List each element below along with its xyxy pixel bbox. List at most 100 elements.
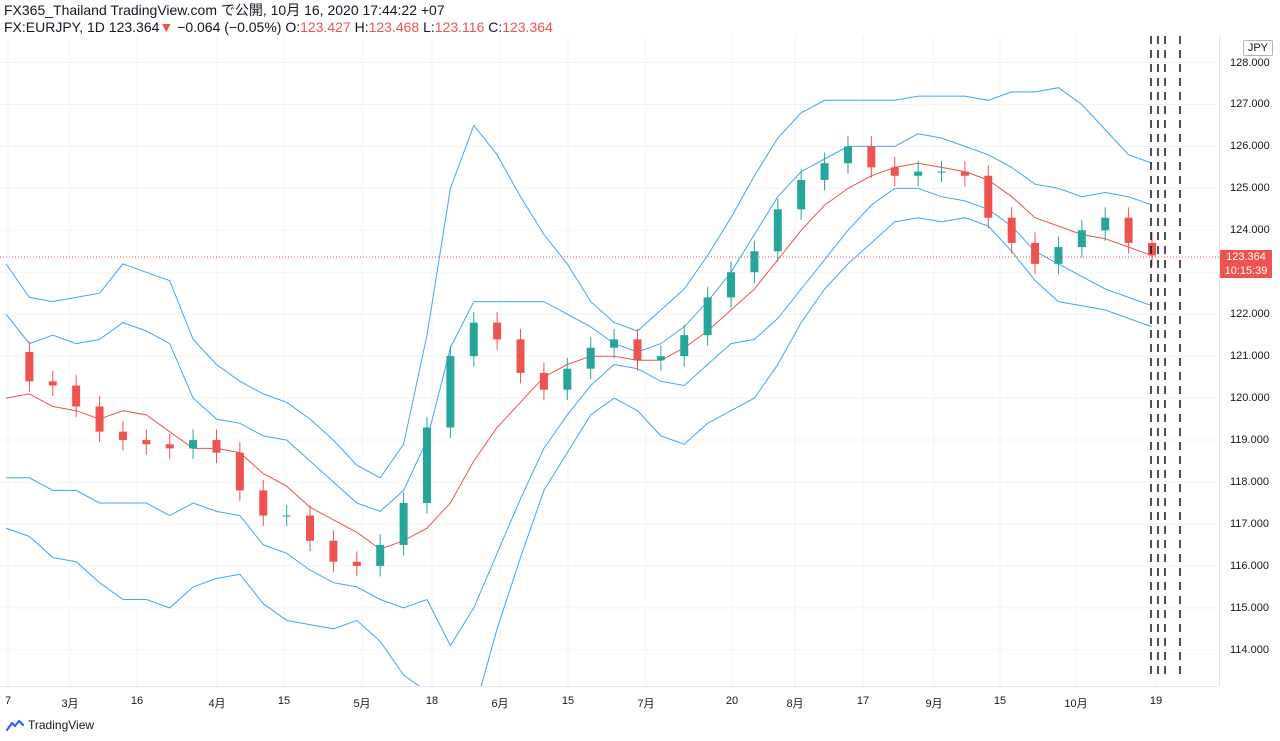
candle-body [399, 502, 408, 545]
candle-body [95, 406, 104, 432]
candle-body [212, 440, 221, 453]
high-label: H: [354, 19, 369, 35]
low-value: 123.116 [434, 19, 485, 35]
price-chart[interactable] [0, 36, 1219, 686]
candle-body [960, 171, 969, 176]
countdown-tag: 10:15:39 [1220, 263, 1272, 278]
time-tick-label: 4月 [208, 698, 226, 710]
time-tick-label: 5月 [353, 698, 371, 710]
upper-band-2 [5, 87, 1153, 479]
publish-info: FX365_Thailand TradingView.com で公開, 10月 … [4, 2, 445, 18]
time-tick-label: 9月 [925, 698, 943, 710]
open-value: 123.427 [300, 19, 351, 35]
price-tick-label: 126.000 [1230, 140, 1270, 153]
time-axis[interactable]: 7 3月 16 4月 15 5月 18 6月 15 7月 20 8月 17 9月 15 10月 19 [0, 686, 1219, 711]
candle-body [142, 440, 151, 445]
candle-body [259, 490, 268, 516]
time-tick-label: 15 [277, 695, 291, 707]
time-tick-label: 3月 [61, 698, 79, 710]
candle-body [750, 251, 759, 273]
candle-body [703, 297, 712, 336]
candle-body [539, 372, 548, 390]
close-label: C: [488, 19, 503, 35]
price-tick-label: 119.000 [1230, 434, 1269, 447]
candle-body [820, 163, 829, 180]
candle-body [867, 146, 876, 168]
candle-body [1031, 242, 1040, 264]
price-tick-label: 122.000 [1230, 308, 1270, 321]
time-tick-label: 19 [1149, 695, 1163, 707]
down-arrow-icon: ▼ [159, 19, 174, 35]
open-label: O: [285, 19, 301, 35]
price-tick-label: 117.000 [1230, 517, 1269, 530]
candle-body [493, 322, 502, 340]
lower-band-2 [5, 217, 1153, 686]
time-tick-label: 16 [130, 695, 144, 707]
candle-body [446, 356, 455, 428]
price-tick-label: 118.000 [1230, 476, 1269, 488]
lower-band-1 [6, 187, 1153, 647]
candle-body [118, 431, 127, 441]
candle-body [773, 209, 782, 252]
price-axis[interactable]: JPY 128.000 127.000 126.000 125.000 124.000 1… [1219, 36, 1280, 686]
price-tick-label: 116.000 [1230, 559, 1269, 572]
candle-body [1124, 217, 1133, 243]
time-tick-label: 10月 [1064, 698, 1088, 710]
candle-body [516, 339, 525, 373]
symbol-label: FX:EURJPY, 1D [4, 19, 105, 35]
price-tick-label: 114.000 [1230, 643, 1269, 656]
candle-body [329, 540, 338, 562]
time-tick-label: 20 [725, 695, 739, 707]
candle-body [797, 179, 806, 210]
candle-body [890, 167, 899, 176]
candle-body [563, 368, 572, 390]
time-tick-label: 6月 [491, 698, 509, 710]
candle-body [727, 272, 736, 298]
candle-body [1148, 242, 1156, 256]
close-value: 123.364 [502, 19, 553, 35]
time-tick-label: 15 [561, 695, 575, 707]
price-tick-label: 120.000 [1230, 392, 1270, 405]
candle-body [352, 561, 361, 566]
upper-band-1 [5, 133, 1153, 512]
candle-body [1007, 217, 1016, 243]
price-tick-label: 127.000 [1230, 98, 1270, 111]
time-tick-label: 8月 [786, 698, 804, 710]
candle-body [610, 339, 619, 348]
candle-body [656, 356, 665, 361]
price-tick-label: 121.000 [1230, 350, 1270, 363]
time-tick-label: 17 [856, 695, 870, 707]
candle-body [189, 440, 198, 449]
chart-header: FX365_Thailand TradingView.com で公開, 10月 … [4, 2, 553, 36]
last-price-tag: 123.364 [1220, 249, 1272, 264]
time-tick-label: 15 [993, 695, 1007, 707]
time-tick-label: 7月 [637, 698, 655, 710]
candle-body [306, 515, 315, 541]
candle-body [1101, 217, 1110, 231]
price-tick-label: 125.000 [1230, 182, 1270, 195]
time-tick-label: 7 [4, 695, 12, 707]
candle-body [984, 175, 993, 218]
candle-body [282, 515, 291, 517]
footer: TradingView [6, 718, 94, 732]
price-tick-label: 115.000 [1230, 601, 1269, 614]
candle-body [1077, 230, 1086, 248]
candle-body [72, 385, 81, 407]
price-tick-label: 128.000 [1230, 56, 1270, 69]
candle-body [937, 171, 946, 173]
currency-unit-label[interactable]: JPY [1242, 40, 1273, 56]
candle-body [48, 381, 57, 386]
candle-body [469, 322, 478, 357]
last-price: 123.364 [108, 19, 160, 35]
ohlc-line: FX:EURJPY, 1D 123.364▼ −0.064 (−0.05%) O… [4, 19, 553, 36]
high-value: 123.468 [368, 19, 420, 35]
low-label: L: [423, 19, 435, 35]
candle-body [165, 444, 174, 449]
candle-body [376, 544, 385, 566]
time-tick-label: 18 [425, 695, 439, 707]
candle-body [843, 146, 852, 164]
candle-body [422, 427, 431, 503]
brand-label: TradingView [28, 718, 95, 732]
change-value: −0.064 (−0.05%) [177, 19, 282, 35]
price-tick-label: 124.000 [1230, 224, 1270, 237]
